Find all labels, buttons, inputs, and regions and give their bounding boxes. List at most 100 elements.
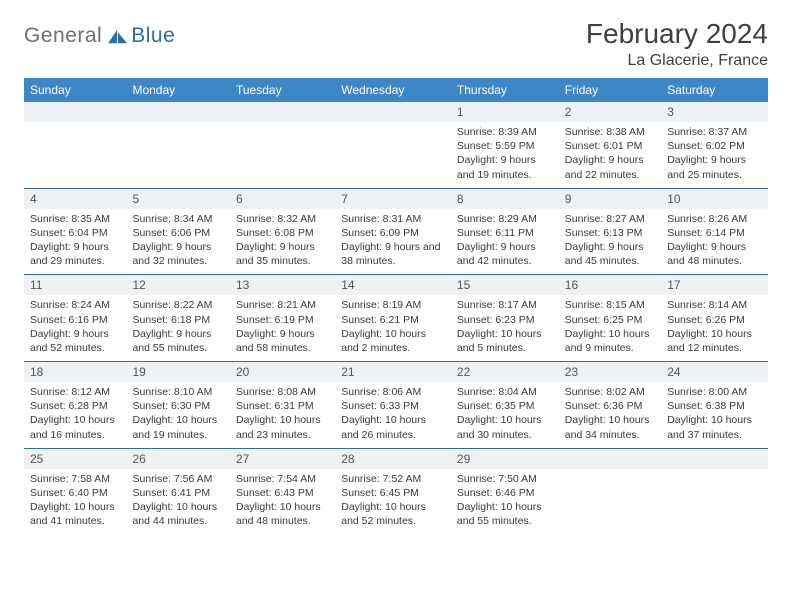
- sunrise: Sunrise: 8:14 AM: [667, 298, 762, 312]
- day-cell: [24, 122, 126, 188]
- day-number: 4: [24, 188, 126, 209]
- daylight: Daylight: 9 hours and 22 minutes.: [565, 153, 655, 181]
- sunrise: Sunrise: 7:52 AM: [341, 472, 445, 486]
- day-header-row: Sunday Monday Tuesday Wednesday Thursday…: [24, 78, 768, 102]
- day-number: 9: [559, 188, 661, 209]
- daylight: Daylight: 10 hours and 41 minutes.: [30, 500, 120, 528]
- day-number: 10: [661, 188, 768, 209]
- day-cell: Sunrise: 8:37 AMSunset: 6:02 PMDaylight:…: [661, 122, 768, 188]
- sunrise: Sunrise: 8:39 AM: [457, 125, 553, 139]
- day-detail-row: Sunrise: 8:12 AMSunset: 6:28 PMDaylight:…: [24, 382, 768, 448]
- day-number: 16: [559, 275, 661, 296]
- day-cell: [661, 469, 768, 535]
- sunset: Sunset: 6:21 PM: [341, 313, 445, 327]
- day-cell: Sunrise: 8:10 AMSunset: 6:30 PMDaylight:…: [126, 382, 230, 448]
- sunrise: Sunrise: 7:54 AM: [236, 472, 329, 486]
- sunrise: Sunrise: 8:17 AM: [457, 298, 553, 312]
- sunset: Sunset: 6:18 PM: [132, 313, 224, 327]
- sunset: Sunset: 6:41 PM: [132, 486, 224, 500]
- day-number: 1: [451, 102, 559, 122]
- title-block: February 2024 La Glacerie, France: [586, 18, 768, 70]
- daylight: Daylight: 10 hours and 16 minutes.: [30, 413, 120, 441]
- day-number: [335, 102, 451, 122]
- day-number: 7: [335, 188, 451, 209]
- sunset: Sunset: 6:28 PM: [30, 399, 120, 413]
- day-cell: Sunrise: 8:22 AMSunset: 6:18 PMDaylight:…: [126, 295, 230, 361]
- sunrise: Sunrise: 8:06 AM: [341, 385, 445, 399]
- day-number: 28: [335, 448, 451, 469]
- header: General Blue February 2024 La Glacerie, …: [24, 18, 768, 70]
- day-cell: Sunrise: 8:02 AMSunset: 6:36 PMDaylight:…: [559, 382, 661, 448]
- day-cell: Sunrise: 8:04 AMSunset: 6:35 PMDaylight:…: [451, 382, 559, 448]
- day-number: 22: [451, 362, 559, 383]
- day-header: Thursday: [451, 78, 559, 102]
- sunrise: Sunrise: 8:27 AM: [565, 212, 655, 226]
- day-cell: [230, 122, 335, 188]
- day-cell: Sunrise: 8:19 AMSunset: 6:21 PMDaylight:…: [335, 295, 451, 361]
- day-cell: Sunrise: 8:38 AMSunset: 6:01 PMDaylight:…: [559, 122, 661, 188]
- daylight: Daylight: 10 hours and 9 minutes.: [565, 327, 655, 355]
- sunrise: Sunrise: 8:21 AM: [236, 298, 329, 312]
- sunrise: Sunrise: 8:29 AM: [457, 212, 553, 226]
- day-cell: Sunrise: 7:58 AMSunset: 6:40 PMDaylight:…: [24, 469, 126, 535]
- daylight: Daylight: 9 hours and 42 minutes.: [457, 240, 553, 268]
- day-number: 6: [230, 188, 335, 209]
- calendar-table: Sunday Monday Tuesday Wednesday Thursday…: [24, 78, 768, 534]
- sunset: Sunset: 6:06 PM: [132, 226, 224, 240]
- day-header: Friday: [559, 78, 661, 102]
- sunrise: Sunrise: 8:31 AM: [341, 212, 445, 226]
- day-cell: [559, 469, 661, 535]
- sunrise: Sunrise: 8:15 AM: [565, 298, 655, 312]
- day-cell: Sunrise: 8:27 AMSunset: 6:13 PMDaylight:…: [559, 209, 661, 275]
- day-cell: Sunrise: 8:14 AMSunset: 6:26 PMDaylight:…: [661, 295, 768, 361]
- sunrise: Sunrise: 8:32 AM: [236, 212, 329, 226]
- sunset: Sunset: 6:04 PM: [30, 226, 120, 240]
- day-number: 14: [335, 275, 451, 296]
- day-header: Wednesday: [335, 78, 451, 102]
- sunset: Sunset: 6:38 PM: [667, 399, 762, 413]
- sunrise: Sunrise: 8:26 AM: [667, 212, 762, 226]
- daylight: Daylight: 10 hours and 2 minutes.: [341, 327, 445, 355]
- day-number: 19: [126, 362, 230, 383]
- day-number: 15: [451, 275, 559, 296]
- sunset: Sunset: 6:08 PM: [236, 226, 329, 240]
- daylight: Daylight: 9 hours and 48 minutes.: [667, 240, 762, 268]
- sunrise: Sunrise: 8:35 AM: [30, 212, 120, 226]
- sunrise: Sunrise: 8:37 AM: [667, 125, 762, 139]
- day-cell: Sunrise: 8:39 AMSunset: 5:59 PMDaylight:…: [451, 122, 559, 188]
- day-cell: Sunrise: 8:31 AMSunset: 6:09 PMDaylight:…: [335, 209, 451, 275]
- day-cell: [335, 122, 451, 188]
- sunset: Sunset: 6:33 PM: [341, 399, 445, 413]
- daylight: Daylight: 9 hours and 55 minutes.: [132, 327, 224, 355]
- sunrise: Sunrise: 7:50 AM: [457, 472, 553, 486]
- daylight: Daylight: 10 hours and 5 minutes.: [457, 327, 553, 355]
- sunrise: Sunrise: 8:19 AM: [341, 298, 445, 312]
- sunset: Sunset: 6:40 PM: [30, 486, 120, 500]
- sunset: Sunset: 6:13 PM: [565, 226, 655, 240]
- sunrise: Sunrise: 8:04 AM: [457, 385, 553, 399]
- day-cell: Sunrise: 8:06 AMSunset: 6:33 PMDaylight:…: [335, 382, 451, 448]
- daylight: Daylight: 9 hours and 32 minutes.: [132, 240, 224, 268]
- day-cell: Sunrise: 7:54 AMSunset: 6:43 PMDaylight:…: [230, 469, 335, 535]
- daylight: Daylight: 10 hours and 44 minutes.: [132, 500, 224, 528]
- day-number: 2: [559, 102, 661, 122]
- day-detail-row: Sunrise: 7:58 AMSunset: 6:40 PMDaylight:…: [24, 469, 768, 535]
- daylight: Daylight: 10 hours and 52 minutes.: [341, 500, 445, 528]
- day-num-row: 1 2 3: [24, 102, 768, 122]
- day-number: 8: [451, 188, 559, 209]
- location: La Glacerie, France: [586, 52, 768, 70]
- daylight: Daylight: 10 hours and 26 minutes.: [341, 413, 445, 441]
- sunset: Sunset: 6:30 PM: [132, 399, 224, 413]
- sunrise: Sunrise: 8:38 AM: [565, 125, 655, 139]
- day-number: 26: [126, 448, 230, 469]
- sunset: Sunset: 6:02 PM: [667, 139, 762, 153]
- sunset: Sunset: 6:16 PM: [30, 313, 120, 327]
- daylight: Daylight: 10 hours and 55 minutes.: [457, 500, 553, 528]
- day-number: 29: [451, 448, 559, 469]
- sunrise: Sunrise: 8:08 AM: [236, 385, 329, 399]
- sunrise: Sunrise: 8:12 AM: [30, 385, 120, 399]
- sunset: Sunset: 6:09 PM: [341, 226, 445, 240]
- day-header: Saturday: [661, 78, 768, 102]
- day-cell: Sunrise: 7:52 AMSunset: 6:45 PMDaylight:…: [335, 469, 451, 535]
- day-number: [230, 102, 335, 122]
